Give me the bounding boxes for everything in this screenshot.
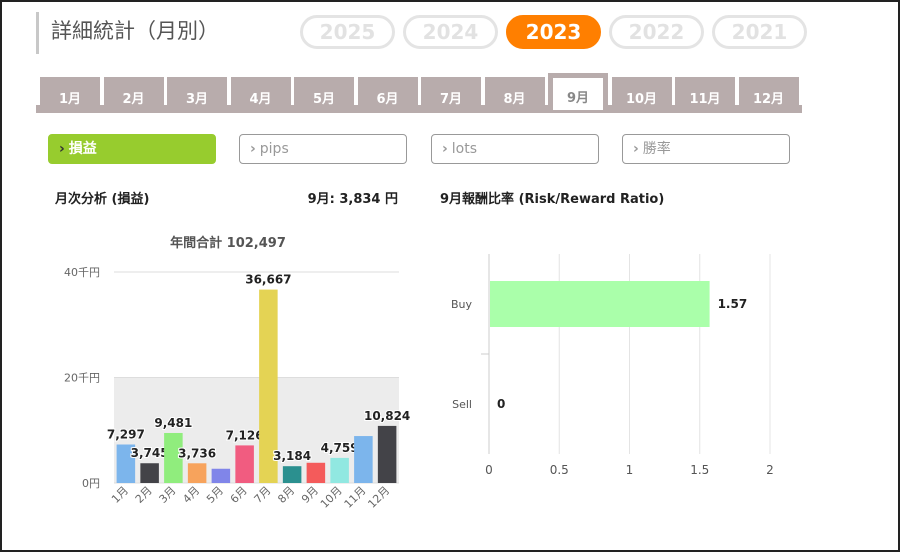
bar-label: 7,297 (107, 428, 145, 442)
x-tick-label: 5月 (204, 484, 226, 506)
tab-month-7[interactable]: 7月 (421, 77, 481, 109)
metric-winrate-button[interactable]: › 勝率 (622, 134, 790, 164)
x-tick-label: 0 (485, 463, 493, 477)
ratio-bar-label: 0 (497, 397, 505, 411)
metric-lots-button[interactable]: › lots (431, 134, 599, 164)
page-title: 詳細統計（月別） (36, 12, 219, 54)
metric-label: 勝率 (642, 141, 671, 157)
metric-label: pips (259, 141, 289, 157)
ratio-bar-label: 1.57 (718, 297, 748, 311)
bar-label: 9,481 (154, 416, 192, 430)
chart-title: 年間合計 102,497 (170, 235, 286, 251)
bar-label: 3,736 (178, 446, 216, 460)
bar-label: 3,184 (273, 449, 311, 463)
year-2022-button[interactable]: 2022 (609, 15, 704, 49)
bar-6[interactable] (235, 445, 254, 483)
x-tick-label: 12月 (365, 484, 392, 511)
bar-4[interactable] (187, 463, 207, 483)
x-tick-label: 1月 (109, 484, 131, 506)
metric-profit-button[interactable]: › 損益 (48, 134, 216, 164)
x-tick-label: 2 (766, 463, 774, 477)
year-selector: 2025 2024 2023 2022 2021 (300, 15, 807, 49)
chevron-right-icon: › (59, 141, 65, 157)
tab-month-6[interactable]: 6月 (357, 77, 418, 109)
bar-9[interactable] (306, 462, 326, 483)
bar-7[interactable] (259, 289, 278, 483)
bar-label: 10,824 (364, 409, 410, 423)
y-tick-label: 40千円 (64, 266, 100, 279)
x-tick-label: 6月 (228, 484, 250, 506)
bar-1[interactable] (116, 444, 136, 483)
year-2021-button[interactable]: 2021 (712, 15, 807, 49)
x-tick-label: 10月 (318, 484, 345, 511)
ratio-bar-buy[interactable] (490, 281, 710, 327)
tab-month-9[interactable]: 9月 (548, 73, 608, 110)
tab-month-11[interactable]: 11月 (675, 77, 735, 109)
x-tick-label: 3月 (157, 484, 179, 506)
bar-10[interactable] (330, 457, 349, 483)
plot-band (114, 377, 399, 483)
metric-label: lots (451, 141, 478, 157)
bar-3[interactable] (164, 432, 183, 483)
month-tabs: 1月 2月 3月 4月 5月 6月 7月 8月 9月 10月 11月 12月 (40, 73, 802, 110)
x-tick-label: 1.5 (690, 463, 709, 477)
bar-label: 3,745 (131, 446, 169, 460)
tab-month-10[interactable]: 10月 (611, 77, 672, 109)
x-tick-label: 8月 (275, 484, 297, 506)
bar-8[interactable] (282, 466, 302, 483)
x-tick-label: 1 (626, 463, 634, 477)
chevron-right-icon: › (250, 141, 256, 157)
monthly-bar-chart: 年間合計 102,497 0円 20千円 40千円 7,297 1月 3,745 2月 9,48… (64, 235, 411, 511)
month-tabs-bar (36, 105, 802, 113)
risk-reward-chart: 0 0.5 1 1.5 2 Buy 1.57 Sell 0 (451, 254, 774, 477)
tab-month-4[interactable]: 4月 (230, 77, 291, 109)
tab-month-3[interactable]: 3月 (167, 77, 227, 109)
bar-11[interactable] (354, 436, 373, 483)
x-tick-label: 11月 (342, 484, 369, 511)
bar-2[interactable] (140, 463, 159, 483)
x-tick-label: 7月 (252, 484, 274, 506)
bar-label: 4,759 (321, 441, 359, 455)
bar-12[interactable] (377, 425, 397, 483)
monthly-analysis-title: 月次分析 (損益) (55, 192, 150, 207)
year-2023-button[interactable]: 2023 (506, 15, 601, 49)
y-category-label: Sell (452, 398, 472, 411)
chevron-right-icon: › (442, 141, 448, 157)
bar-label: 7,126 (226, 428, 264, 442)
metric-label: 損益 (68, 141, 97, 157)
metric-pips-button[interactable]: › pips (239, 134, 407, 164)
year-2025-button[interactable]: 2025 (300, 15, 395, 49)
tab-month-5[interactable]: 5月 (294, 77, 354, 109)
x-tick-label: 4月 (180, 484, 202, 506)
ratio-title: 9月報酬比率 (Risk/Reward Ratio) (440, 192, 665, 207)
x-tick-label: 2月 (133, 484, 155, 506)
y-tick-label: 0円 (82, 477, 100, 490)
tab-month-1[interactable]: 1月 (40, 77, 100, 109)
monthly-summary: 9月: 3,834 円 (307, 192, 398, 207)
y-tick-label: 20千円 (64, 372, 100, 385)
year-2024-button[interactable]: 2024 (403, 15, 498, 49)
y-category-label: Buy (451, 298, 473, 311)
chevron-right-icon: › (633, 141, 639, 157)
x-tick-label: 0.5 (550, 463, 569, 477)
tab-month-8[interactable]: 8月 (484, 77, 545, 109)
bar-5[interactable] (211, 468, 231, 483)
tab-month-2[interactable]: 2月 (103, 77, 164, 109)
tab-month-12[interactable]: 12月 (738, 77, 799, 109)
bar-label: 36,667 (245, 273, 291, 287)
